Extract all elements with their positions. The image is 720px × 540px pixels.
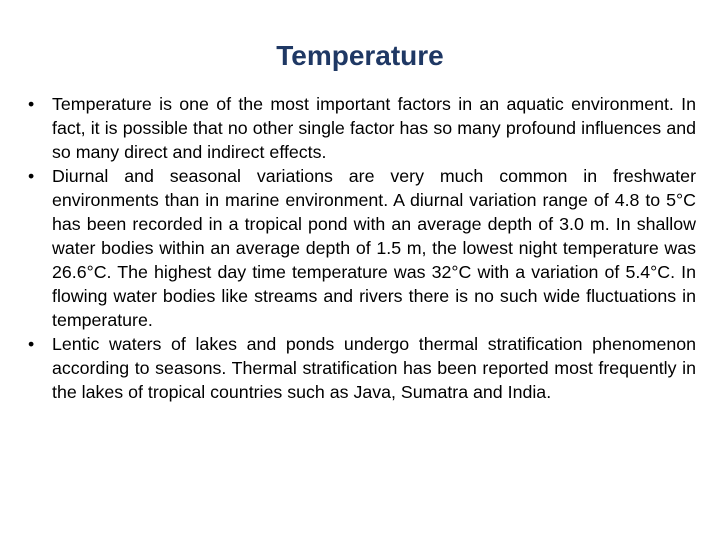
bullet-text: Temperature is one of the most important… [52, 94, 696, 162]
bullet-icon: • [28, 94, 35, 114]
bullet-item-diurnal-variations: • Diurnal and seasonal variations are ve… [28, 164, 696, 332]
bullet-icon: • [28, 334, 35, 354]
bullet-text: Diurnal and seasonal variations are very… [52, 166, 696, 330]
bullet-icon: • [28, 166, 35, 186]
bullet-text: Lentic waters of lakes and ponds undergo… [52, 334, 696, 402]
bullet-item-thermal-stratification: • Lentic waters of lakes and ponds under… [28, 332, 696, 404]
slide-title: Temperature [276, 40, 444, 71]
bullet-item-temperature-importance: • Temperature is one of the most importa… [28, 92, 696, 164]
bullet-list: • Temperature is one of the most importa… [28, 92, 696, 404]
